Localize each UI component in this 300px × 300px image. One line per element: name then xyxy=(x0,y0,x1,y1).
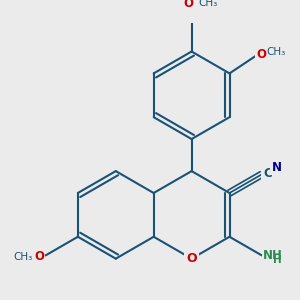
Text: H: H xyxy=(273,255,282,265)
Text: O: O xyxy=(34,250,44,263)
Text: CH₃: CH₃ xyxy=(13,252,32,262)
Text: C: C xyxy=(263,167,272,180)
Text: N: N xyxy=(272,161,282,174)
Text: CH₃: CH₃ xyxy=(199,0,218,8)
Text: NH: NH xyxy=(263,249,283,262)
Text: O: O xyxy=(256,48,267,61)
Text: CH₃: CH₃ xyxy=(267,47,286,57)
Text: O: O xyxy=(186,252,197,265)
Text: O: O xyxy=(184,0,194,11)
